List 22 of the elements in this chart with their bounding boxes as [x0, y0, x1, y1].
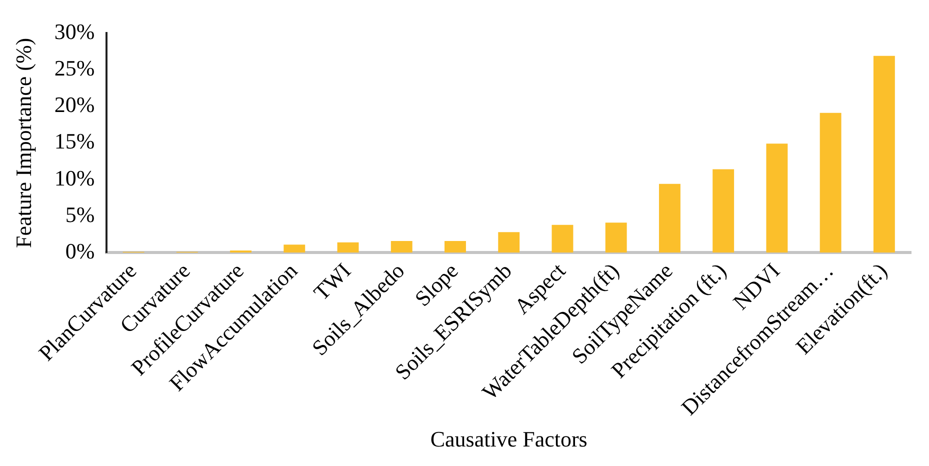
- bar: [605, 222, 627, 253]
- bar: [658, 184, 680, 253]
- bar: [284, 244, 306, 253]
- bar: [498, 232, 520, 253]
- y-tick-label: 0%: [65, 238, 95, 264]
- bar: [712, 169, 734, 253]
- y-tick-label: 25%: [54, 56, 95, 81]
- bar: [230, 250, 252, 253]
- bar: [873, 56, 895, 253]
- x-axis-title: Causative Factors: [430, 426, 588, 452]
- y-axis-title: Feature Importance (%): [10, 38, 36, 248]
- bar: [337, 242, 359, 253]
- y-tick-label: 10%: [54, 165, 95, 190]
- bar: [820, 112, 842, 253]
- y-tick-label: 30%: [54, 18, 95, 44]
- bar: [552, 224, 574, 253]
- y-tick-label: 20%: [54, 92, 95, 118]
- y-tick-label: 5%: [65, 202, 95, 227]
- y-tick-label: 15%: [54, 128, 95, 154]
- bar: [444, 240, 466, 253]
- bar: [766, 144, 788, 253]
- bar: [390, 240, 412, 253]
